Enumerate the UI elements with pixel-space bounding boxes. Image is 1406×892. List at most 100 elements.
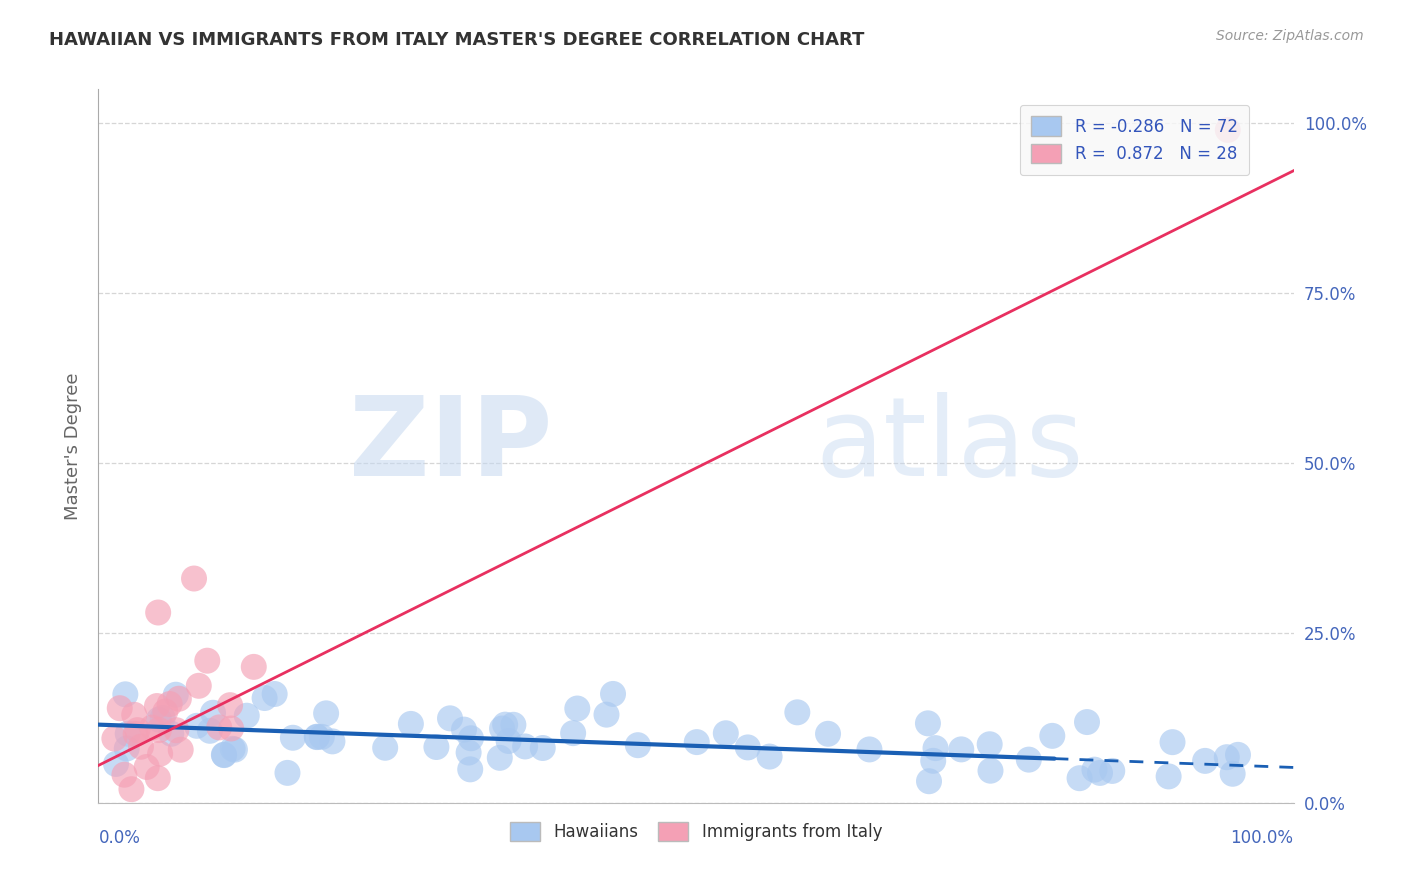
Point [124, 727, 146, 741]
Point [1040, 729, 1063, 743]
Point [219, 722, 242, 736]
Point [276, 765, 298, 780]
Point [159, 697, 181, 711]
Point [135, 760, 157, 774]
Point [686, 735, 709, 749]
Point [627, 738, 650, 752]
Point [502, 718, 524, 732]
Point [129, 739, 152, 754]
Y-axis label: Master's Degree: Master's Degree [63, 372, 82, 520]
Point [212, 747, 235, 762]
Point [105, 756, 128, 771]
Point [922, 754, 945, 768]
Point [315, 706, 337, 721]
Point [1222, 766, 1244, 780]
Point [219, 698, 242, 713]
Point [979, 764, 1001, 778]
Point [253, 691, 276, 706]
Point [160, 727, 183, 741]
Point [457, 746, 479, 760]
Point [187, 679, 209, 693]
Point [399, 717, 422, 731]
Point [155, 705, 177, 719]
Point [374, 740, 396, 755]
Point [1018, 753, 1040, 767]
Point [122, 707, 145, 722]
Point [146, 771, 169, 785]
Point [112, 767, 135, 781]
Point [114, 687, 136, 701]
Point [595, 707, 617, 722]
Point [120, 782, 142, 797]
Text: 100.0%: 100.0% [1230, 829, 1294, 847]
Point [817, 727, 839, 741]
Point [1083, 763, 1105, 777]
Text: atlas: atlas [815, 392, 1084, 500]
Point [513, 739, 536, 754]
Point [562, 726, 585, 740]
Point [195, 654, 218, 668]
Point [918, 774, 941, 789]
Point [165, 688, 187, 702]
Point [488, 751, 510, 765]
Point [165, 723, 187, 738]
Point [148, 713, 170, 727]
Point [321, 734, 343, 748]
Point [224, 742, 246, 756]
Point [1157, 769, 1180, 783]
Point [979, 737, 1001, 751]
Point [148, 606, 170, 620]
Point [1088, 765, 1111, 780]
Point [149, 747, 172, 761]
Point [235, 708, 257, 723]
Text: 0.0%: 0.0% [98, 829, 141, 847]
Point [311, 730, 333, 744]
Point [281, 731, 304, 745]
Point [786, 706, 808, 720]
Point [458, 762, 481, 776]
Text: HAWAIIAN VS IMMIGRANTS FROM ITALY MASTER'S DEGREE CORRELATION CHART: HAWAIIAN VS IMMIGRANTS FROM ITALY MASTER… [49, 31, 865, 49]
Point [146, 699, 169, 714]
Point [202, 706, 225, 720]
Point [858, 742, 880, 756]
Point [208, 720, 231, 734]
Point [531, 741, 554, 756]
Point [103, 731, 125, 746]
Point [453, 723, 475, 737]
Point [115, 741, 138, 756]
Point [198, 723, 221, 738]
Point [212, 748, 235, 763]
Point [1227, 747, 1250, 762]
Point [917, 716, 939, 731]
Point [117, 727, 139, 741]
Point [186, 719, 208, 733]
Point [425, 739, 447, 754]
Point [1076, 714, 1098, 729]
Text: ZIP: ZIP [349, 392, 553, 500]
Point [567, 701, 589, 715]
Point [714, 726, 737, 740]
Point [439, 711, 461, 725]
Point [263, 687, 285, 701]
Point [127, 723, 149, 738]
Point [305, 730, 328, 744]
Point [494, 717, 516, 731]
Point [305, 730, 328, 744]
Point [108, 701, 131, 715]
Point [141, 721, 163, 735]
Point [1194, 754, 1216, 768]
Point [221, 741, 243, 756]
Point [460, 731, 482, 746]
Point [602, 687, 624, 701]
Point [491, 722, 513, 736]
Legend: Hawaiians, Immigrants from Italy: Hawaiians, Immigrants from Italy [503, 815, 889, 848]
Point [1216, 123, 1239, 137]
Point [1069, 771, 1091, 785]
Point [950, 742, 973, 756]
Text: Source: ZipAtlas.com: Source: ZipAtlas.com [1216, 29, 1364, 43]
Point [924, 741, 946, 756]
Point [737, 740, 759, 755]
Point [148, 723, 170, 737]
Point [498, 734, 520, 748]
Point [1101, 764, 1123, 778]
